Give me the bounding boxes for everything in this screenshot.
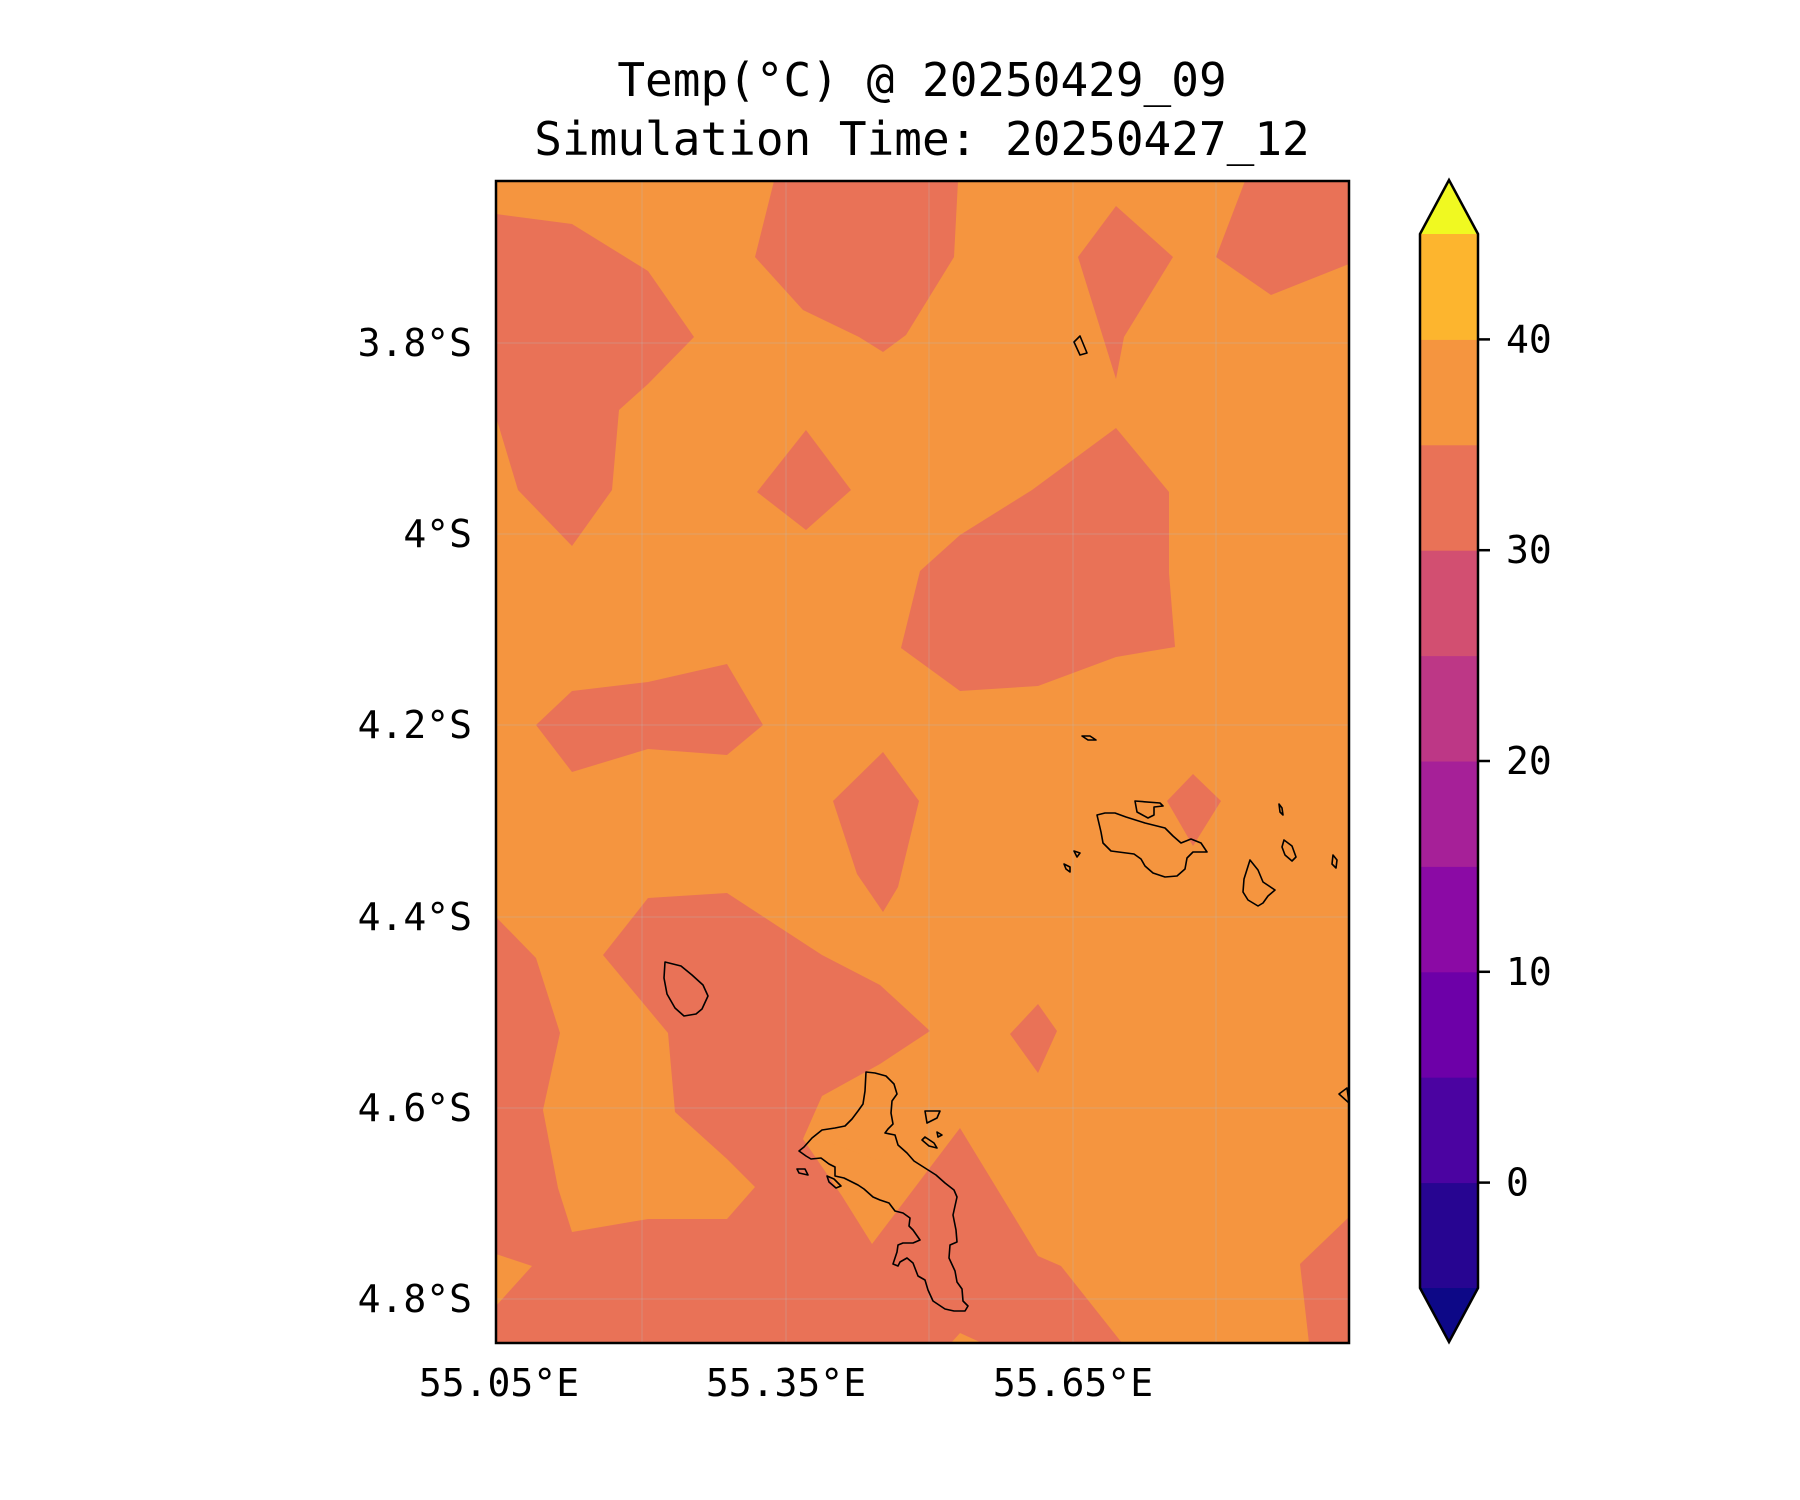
region-small-diamond <box>757 430 851 530</box>
colorbar-segment <box>1420 550 1478 657</box>
title-line-2: Simulation Time: 20250427_12 <box>534 112 1309 166</box>
warm-pocket-bottom <box>951 1333 982 1343</box>
colorbar-segment <box>1420 655 1478 762</box>
region-center-east <box>901 428 1175 691</box>
lon-tick-label: 55.05°E <box>419 1361 579 1405</box>
coastlines <box>663 335 1349 1312</box>
lat-tick-label: 4.8°S <box>358 1277 472 1321</box>
coastline-islet-9 <box>1063 863 1071 873</box>
lat-tick-label: 4.6°S <box>358 1086 472 1130</box>
coastline-islet-6 <box>1331 854 1338 869</box>
coastline-islet-3 <box>924 1110 941 1124</box>
colorbar-extend-min <box>1420 1288 1478 1342</box>
colorbar-extend-max <box>1420 180 1478 234</box>
lat-tick-label: 3.8°S <box>358 321 472 365</box>
region-n-center <box>755 181 958 352</box>
coastline-islet-5 <box>936 1131 943 1138</box>
region-ne <box>1216 181 1349 295</box>
colorbar-tick-label: 0 <box>1506 1161 1529 1205</box>
region-west-band <box>536 664 763 772</box>
lat-tick-label: 4.4°S <box>358 895 472 939</box>
region-small-east-diamond <box>1010 1004 1057 1073</box>
map-panel <box>496 181 1349 1343</box>
region-southwest <box>496 893 1122 1343</box>
colorbar-segment <box>1420 339 1478 446</box>
latitude-tick-labels: 3.8°S 4°S 4.2°S 4.4°S 4.6°S 4.8°S <box>358 321 472 1321</box>
coastline-islet-2 <box>796 1168 809 1176</box>
coastline-mahe-island <box>798 1071 969 1312</box>
cooler-temperature-regions <box>496 181 1349 1343</box>
region-east-small <box>1167 774 1221 846</box>
region-center-diamond <box>833 752 919 912</box>
lat-tick-label: 4°S <box>403 512 472 556</box>
colorbar-outline <box>1418 177 1480 1345</box>
warm-pocket-sw-corner <box>496 1254 532 1306</box>
colorbar-segment <box>1420 971 1478 1078</box>
coastline-islet-1 <box>826 1175 842 1189</box>
title-line-1: Temp(°C) @ 20250429_09 <box>617 53 1226 107</box>
coastline-aride-island <box>1073 335 1088 356</box>
colorbar-segment <box>1420 444 1478 551</box>
warm-pocket-south <box>822 1096 893 1161</box>
colorbar-segment <box>1420 761 1478 867</box>
coastline-la-digue-island <box>1242 859 1276 907</box>
longitude-tick-labels: 55.05°E 55.35°E 55.65°E <box>419 1361 1153 1405</box>
coastline-islet-8 <box>1073 850 1081 858</box>
colorbar-tick-label: 20 <box>1506 739 1552 783</box>
coastline-praslin-island <box>1096 812 1208 878</box>
lon-tick-label: 55.65°E <box>993 1361 1153 1405</box>
region-n-spike <box>1078 206 1173 379</box>
colorbar-segment <box>1420 866 1478 973</box>
colorbar-segment <box>1420 1182 1478 1289</box>
coastline-felicite-island <box>1281 839 1297 862</box>
map-frame <box>494 179 1351 1345</box>
colorbar-tick-label: 30 <box>1506 528 1552 572</box>
colorbar-tick-label: 40 <box>1506 317 1552 361</box>
colorbar-segment <box>1420 1077 1478 1184</box>
coastline-silhouette-island <box>663 961 709 1017</box>
colorbar: 0 10 20 30 40 <box>1418 177 1552 1345</box>
region-nw <box>496 214 694 546</box>
colorbar-tick-label: 10 <box>1506 950 1552 994</box>
colorbar-segment <box>1420 234 1478 340</box>
lon-tick-label: 55.35°E <box>706 1361 866 1405</box>
gridlines <box>496 181 1349 1343</box>
lat-tick-label: 4.2°S <box>358 703 472 747</box>
coastline-islet-7 <box>1278 803 1284 816</box>
coastline-islet-10 <box>1081 735 1097 741</box>
coastline-curieuse-island <box>1134 800 1164 819</box>
coastline-islet-4 <box>921 1136 938 1149</box>
warm-pockets <box>496 1096 982 1343</box>
region-se-corner <box>1300 1217 1349 1343</box>
